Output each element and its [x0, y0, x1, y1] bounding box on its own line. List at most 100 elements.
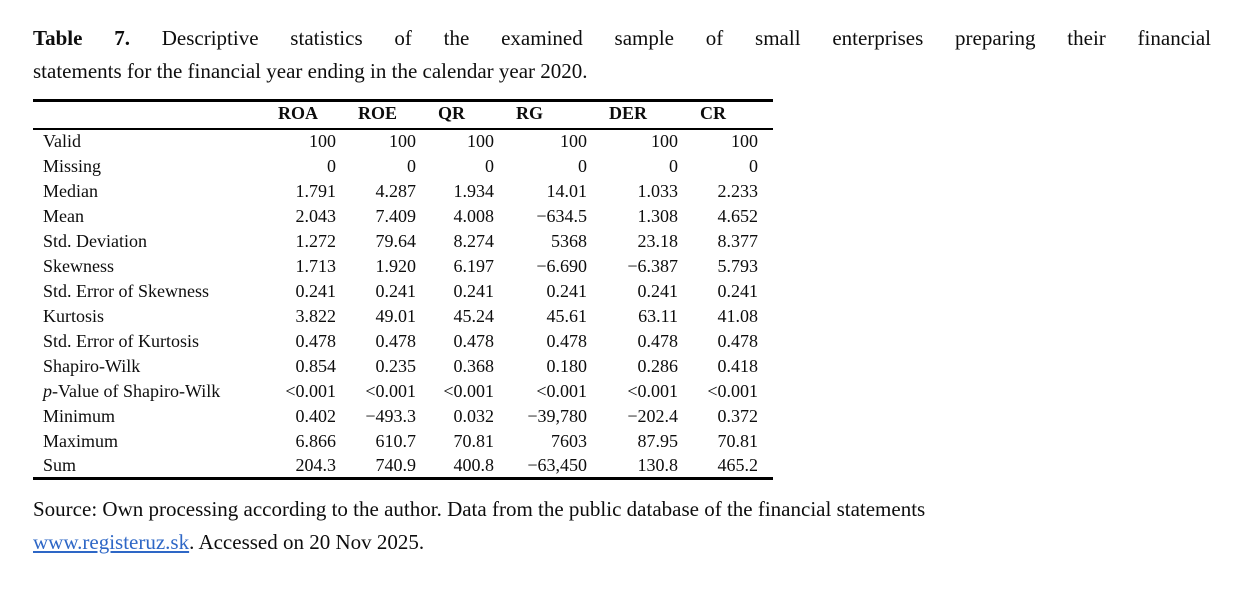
cell-value: 465.2 [717, 454, 759, 475]
cell-value: 0.235 [375, 355, 417, 376]
cell-value: 87.95 [637, 430, 679, 451]
cell-value: 70.81 [717, 430, 759, 451]
caption-line2: statements for the financial year ending… [33, 59, 588, 83]
table-row: Maximum 6.866 610.7 70.81 7603 87.95 70.81 [33, 429, 773, 454]
cell-value: 0.286 [637, 355, 679, 376]
cell-value: 0.368 [453, 355, 495, 376]
row-label: Maximum [43, 430, 118, 451]
cell-value: −63,450 [527, 454, 587, 475]
cell-value: 1.934 [453, 180, 495, 201]
cell-value: 0.241 [295, 280, 337, 301]
row-label: Std. Error of Kurtosis [43, 330, 199, 351]
cell-value: 1.033 [637, 180, 679, 201]
cell-value: <0.001 [536, 380, 587, 401]
cell-value: 0 [327, 155, 336, 176]
cell-value: 610.7 [375, 430, 417, 451]
cell-value: 400.8 [453, 454, 495, 475]
cell-value: 0.478 [637, 330, 679, 351]
cell-value: −39,780 [527, 405, 587, 426]
cell-value: −6.387 [627, 255, 678, 276]
column-header-roa: ROA [278, 103, 318, 124]
cell-value: 0.241 [453, 280, 495, 301]
cell-value: −493.3 [365, 405, 416, 426]
source-line1: Source: Own processing according to the … [33, 497, 926, 521]
cell-value: 5.793 [717, 255, 759, 276]
cell-value: 14.01 [546, 180, 588, 201]
cell-value: 0.402 [295, 405, 337, 426]
cell-value: 0.241 [375, 280, 417, 301]
cell-value: 0.478 [295, 330, 337, 351]
row-label: Skewness [43, 255, 114, 276]
cell-value: 2.043 [295, 205, 337, 226]
cell-value: 740.9 [375, 454, 417, 475]
cell-value: 0.241 [637, 280, 679, 301]
cell-value: 2.233 [717, 180, 759, 201]
cell-value: 0.854 [295, 355, 337, 376]
table-row: Sum 204.3 740.9 400.8 −63,450 130.8 465.2 [33, 454, 773, 479]
cell-value: −6.690 [536, 255, 587, 276]
cell-value: 100 [560, 131, 587, 151]
cell-value: 0.478 [717, 330, 759, 351]
table-body: Valid 100 100 100 100 100 100 Missing 0 0 0 0 0 0 Medi… [33, 129, 773, 479]
cell-value: 1.920 [375, 255, 417, 276]
row-label: p-Value of Shapiro-Wilk [43, 380, 221, 401]
cell-value: 0 [749, 155, 758, 176]
cell-value: 4.008 [453, 205, 495, 226]
table-row: Missing 0 0 0 0 0 0 [33, 154, 773, 179]
cell-value: 0 [485, 155, 494, 176]
cell-value: <0.001 [285, 380, 336, 401]
row-label: Sum [43, 454, 77, 475]
cell-value: 79.64 [375, 230, 417, 251]
cell-value: 41.08 [717, 305, 759, 326]
cell-value: 130.8 [637, 454, 679, 475]
cell-value: −202.4 [627, 405, 678, 426]
column-header-rg: RG [516, 103, 543, 124]
cell-value: 70.81 [453, 430, 495, 451]
source-line2-text: . Accessed on 20 Nov 2025. [189, 530, 425, 554]
cell-value: <0.001 [365, 380, 416, 401]
corner-cell [33, 101, 271, 129]
cell-value: 45.61 [546, 305, 588, 326]
cell-value: 100 [467, 131, 494, 151]
cell-value: 0 [578, 155, 587, 176]
descriptive-statistics-table: ROA ROE QR RG DER CR Valid 100 100 100 100 100 100 M… [33, 99, 773, 480]
cell-value: 1.713 [295, 255, 337, 276]
table-row: Kurtosis 3.822 49.01 45.24 45.61 63.11 41.08 [33, 304, 773, 329]
cell-value: 204.3 [295, 454, 337, 475]
cell-value: <0.001 [707, 380, 758, 401]
table-row: Std. Deviation 1.272 79.64 8.274 5368 23.18 8.… [33, 229, 773, 254]
row-label: Minimum [43, 405, 116, 426]
caption-line1: Table 7. Descriptive statistics of the e… [33, 22, 1211, 55]
registeruz-link[interactable]: www.registeruz.sk [33, 530, 190, 554]
cell-value: 1.308 [637, 205, 679, 226]
table-row: p-Value of Shapiro-Wilk <0.001 <0.001 <0.00… [33, 379, 773, 404]
cell-value: 100 [389, 131, 416, 151]
cell-value: 49.01 [375, 305, 417, 326]
cell-value: 0.241 [717, 280, 759, 301]
cell-value: 7.409 [375, 205, 417, 226]
cell-value: 5368 [551, 230, 587, 251]
row-label: Shapiro-Wilk [43, 355, 141, 376]
cell-value: 6.197 [453, 255, 495, 276]
cell-value: 100 [309, 131, 336, 151]
row-label: Missing [43, 155, 102, 176]
cell-value: 0.478 [546, 330, 588, 351]
cell-value: 100 [731, 131, 758, 151]
column-header-qr: QR [438, 103, 465, 124]
caption-table-number: Table 7. [33, 26, 130, 50]
cell-value: 1.791 [295, 180, 337, 201]
table-row: Minimum 0.402 −493.3 0.032 −39,780 −202.4 0.37… [33, 404, 773, 429]
table-row: Std. Error of Kurtosis 0.478 0.478 0.478 0.4… [33, 329, 773, 354]
row-label: Std. Error of Skewness [43, 280, 209, 301]
cell-value: 0.180 [546, 355, 588, 376]
cell-value: 0.032 [453, 405, 495, 426]
cell-value: 0.372 [717, 405, 759, 426]
cell-value: <0.001 [627, 380, 678, 401]
table-row: Mean 2.043 7.409 4.008 −634.5 1.308 4.652 [33, 204, 773, 229]
table-row: Shapiro-Wilk 0.854 0.235 0.368 0.180 0.286 0.4… [33, 354, 773, 379]
row-label: Std. Deviation [43, 230, 147, 251]
table-row: Skewness 1.713 1.920 6.197 −6.690 −6.387 5.793 [33, 254, 773, 279]
cell-value: 0.478 [453, 330, 495, 351]
row-label: Median [43, 180, 98, 201]
